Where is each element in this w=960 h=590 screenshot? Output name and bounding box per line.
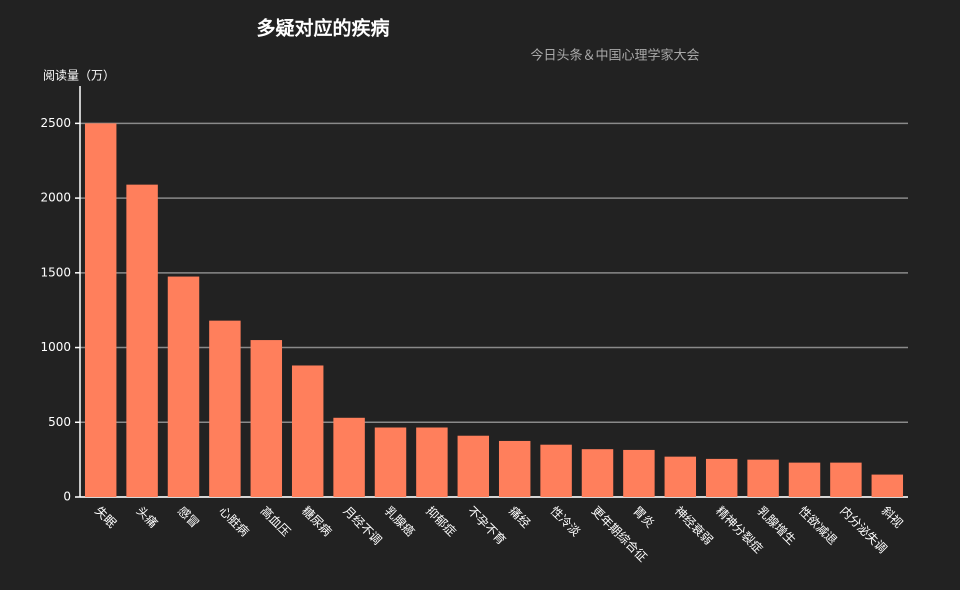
bar — [540, 444, 572, 497]
bar — [374, 427, 407, 497]
bar — [167, 276, 200, 497]
bar — [457, 435, 490, 497]
bar — [498, 440, 531, 497]
bar — [788, 462, 821, 497]
x-tick-label: 不孕不育 — [465, 503, 510, 548]
bar — [871, 474, 904, 497]
x-tick-label: 糖尿病 — [299, 503, 335, 539]
x-tick-label: 性欲减退 — [796, 504, 840, 548]
bar — [830, 462, 862, 497]
bar — [209, 320, 241, 497]
x-tick-label: 痛经 — [506, 503, 534, 531]
y-tick-label: 2000 — [40, 191, 71, 205]
x-tick-label: 斜视 — [879, 503, 907, 531]
x-tick-label: 乳腺癌 — [382, 503, 418, 539]
bar — [250, 340, 283, 497]
bar — [747, 459, 779, 497]
x-tick-label: 头痛 — [134, 503, 162, 531]
x-tick-label: 性冷淡 — [548, 504, 583, 539]
bar — [664, 456, 697, 497]
bar — [581, 449, 614, 497]
chart-subtitle: 今日头条＆中国心理学家大会 — [530, 48, 699, 64]
y-tick-label: 0 — [63, 490, 71, 504]
y-tick-label: 500 — [48, 415, 71, 429]
x-tick-label: 高血压 — [258, 503, 294, 539]
bar — [291, 365, 324, 497]
y-tick-label: 1500 — [40, 265, 71, 279]
x-tick-label: 月经不调 — [341, 504, 385, 548]
x-tick-label: 心脏病 — [216, 503, 252, 539]
x-tick-label: 失眠 — [92, 503, 120, 531]
x-tick-label: 抑郁症 — [423, 503, 459, 539]
bar — [126, 184, 158, 497]
chart-title: 多疑对应的疾病 — [256, 17, 389, 40]
y-tick-label: 2500 — [40, 116, 71, 130]
bar — [623, 449, 655, 497]
y-axis-label: 阅读量（万） — [43, 69, 115, 83]
bar — [333, 417, 365, 497]
x-tick-label: 胃炎 — [630, 504, 657, 531]
bar — [416, 427, 448, 497]
bar — [84, 123, 117, 497]
y-tick-label: 1000 — [40, 340, 71, 354]
bar — [705, 458, 738, 497]
x-tick-label: 感冒 — [175, 503, 203, 531]
x-tick-label: 神经衰弱 — [672, 503, 717, 548]
